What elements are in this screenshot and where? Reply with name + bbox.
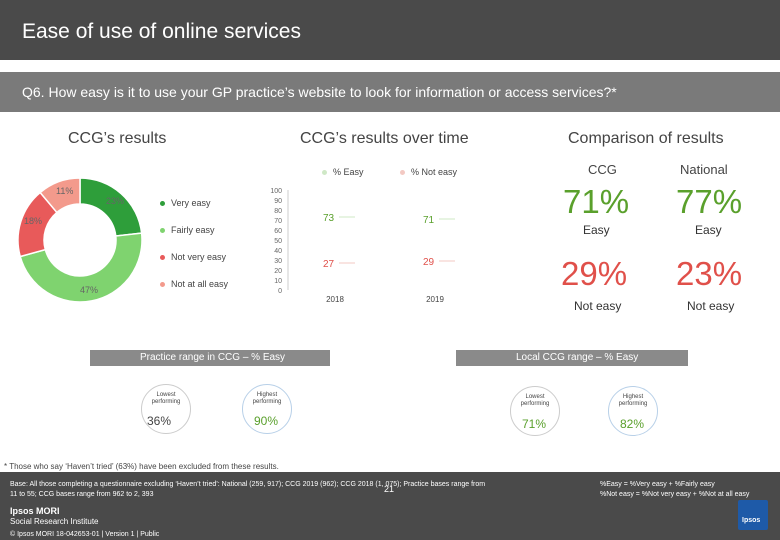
base-line-2: 11 to 55; CCG bases range from 962 to 2,…: [10, 491, 154, 498]
practice-highest-label: Highest performing: [252, 392, 282, 405]
ccg-not-easy-value: 29%: [561, 255, 628, 292]
donut-label-very-easy: 23%: [106, 196, 125, 206]
y-tick-label: 30: [274, 258, 282, 265]
legend-pct-easy: % Easy: [322, 167, 364, 177]
local-lowest-value: 71%: [522, 417, 547, 431]
local-highest-value: 82%: [620, 417, 645, 431]
legend-very-easy: Very easy: [160, 198, 211, 208]
donut-label-fairly-easy: 47%: [80, 285, 99, 295]
logo-line-2: Social Research Institute: [10, 517, 99, 526]
legend-pct-not-easy: % Not easy: [400, 167, 457, 177]
y-tick-label: 60: [274, 228, 282, 235]
x-tick-label: 2019: [426, 295, 444, 304]
legend-fairly-easy: Fairly easy: [160, 225, 215, 235]
donut-slice-not-at-all-easy: [39, 177, 81, 214]
y-tick-label: 50: [274, 238, 282, 245]
local-range-title: Local CCG range – % Easy: [456, 350, 688, 366]
national-column-label: National: [680, 162, 728, 177]
local-highest-ring: [608, 386, 658, 436]
page-number: 21: [384, 484, 395, 494]
data-label-not-easy-2019: 29: [423, 257, 435, 268]
title-bar: Ease of use of online services: [0, 0, 780, 60]
not-very-easy-dot-icon: [160, 255, 165, 261]
question-bar: Q6. How easy is it to use your GP practi…: [0, 72, 780, 112]
donut-slice-very-easy: [79, 177, 143, 237]
ccg-easy-label: Easy: [583, 223, 610, 237]
ccg-easy-value: 71%: [563, 183, 630, 220]
y-tick-label: 10: [274, 278, 282, 285]
line-chart: 0 10 20 30 40 50 60 70 80 90 100 2018 2019 73 71 27 29: [270, 188, 455, 304]
national-not-easy-value: 23%: [676, 255, 743, 292]
data-label-easy-2018: 73: [323, 213, 335, 224]
ipsos-badge-icon: Ipsos: [738, 500, 768, 530]
donut-label-not-at-all-easy: 11%: [56, 186, 74, 196]
data-label-not-easy-2018: 27: [323, 259, 335, 270]
y-tick-label: 0: [278, 288, 282, 295]
base-line-1: Base: All those completing a questionnai…: [10, 481, 486, 488]
practice-lowest-value: 36%: [147, 414, 172, 428]
local-lowest-label: Lowest performing: [520, 394, 550, 407]
very-easy-dot-icon: [160, 201, 165, 207]
fairly-easy-dot-icon: [160, 228, 165, 234]
local-lowest-ring: [510, 386, 560, 436]
y-tick-label: 20: [274, 268, 282, 275]
practice-lowest-ring: [141, 384, 191, 434]
legend-not-at-all-easy: Not at all easy: [160, 279, 228, 289]
donut-label-not-very-easy: 18%: [24, 216, 43, 226]
practice-highest-ring: [242, 384, 292, 434]
x-tick-label: 2018: [326, 295, 344, 304]
comparison-heading: Comparison of results: [568, 130, 724, 147]
y-tick-label: 80: [274, 208, 282, 215]
local-highest-label: Highest performing: [618, 394, 648, 407]
donut-chart: [17, 177, 143, 303]
logo-line-1: Ipsos MORI: [10, 506, 60, 516]
footnote: * Those who say ‘Haven’t tried’ (63%) ha…: [4, 462, 279, 471]
not-at-all-easy-dot-icon: [160, 282, 165, 288]
definitions-line-1: %Easy = %Very easy + %Fairly easy: [600, 481, 715, 488]
ccg-results-heading: CCG’s results: [68, 130, 167, 147]
page-title: Ease of use of online services: [22, 20, 301, 43]
national-easy-label: Easy: [695, 223, 722, 237]
practice-lowest-label: Lowest performing: [151, 392, 181, 405]
pct-easy-dot-icon: [322, 170, 327, 176]
badge-text: Ipsos: [742, 517, 761, 524]
ccg-column-label: CCG: [588, 162, 617, 177]
copyright: © Ipsos MORI 18-042653-01 | Version 1 | …: [10, 531, 160, 538]
practice-highest-value: 90%: [254, 414, 279, 428]
pct-not-easy-dot-icon: [400, 170, 405, 176]
national-easy-value: 77%: [676, 183, 743, 220]
definitions-line-2: %Not easy = %Not very easy + %Not at all…: [600, 491, 750, 498]
data-label-easy-2019: 71: [423, 215, 435, 226]
ccg-not-easy-label: Not easy: [574, 299, 622, 313]
footer: Base: All those completing a questionnai…: [0, 472, 780, 540]
practice-range-title: Practice range in CCG – % Easy: [90, 350, 330, 366]
over-time-heading: CCG’s results over time: [300, 130, 469, 147]
donut-slice-fairly-easy: [19, 232, 143, 303]
y-tick-label: 90: [274, 198, 282, 205]
national-not-easy-label: Not easy: [687, 299, 735, 313]
question-text: Q6. How easy is it to use your GP practi…: [22, 84, 617, 100]
y-tick-label: 40: [274, 248, 282, 255]
y-tick-label: 70: [274, 218, 282, 225]
legend-not-very-easy: Not very easy: [160, 252, 226, 262]
y-tick-label: 100: [270, 188, 282, 195]
